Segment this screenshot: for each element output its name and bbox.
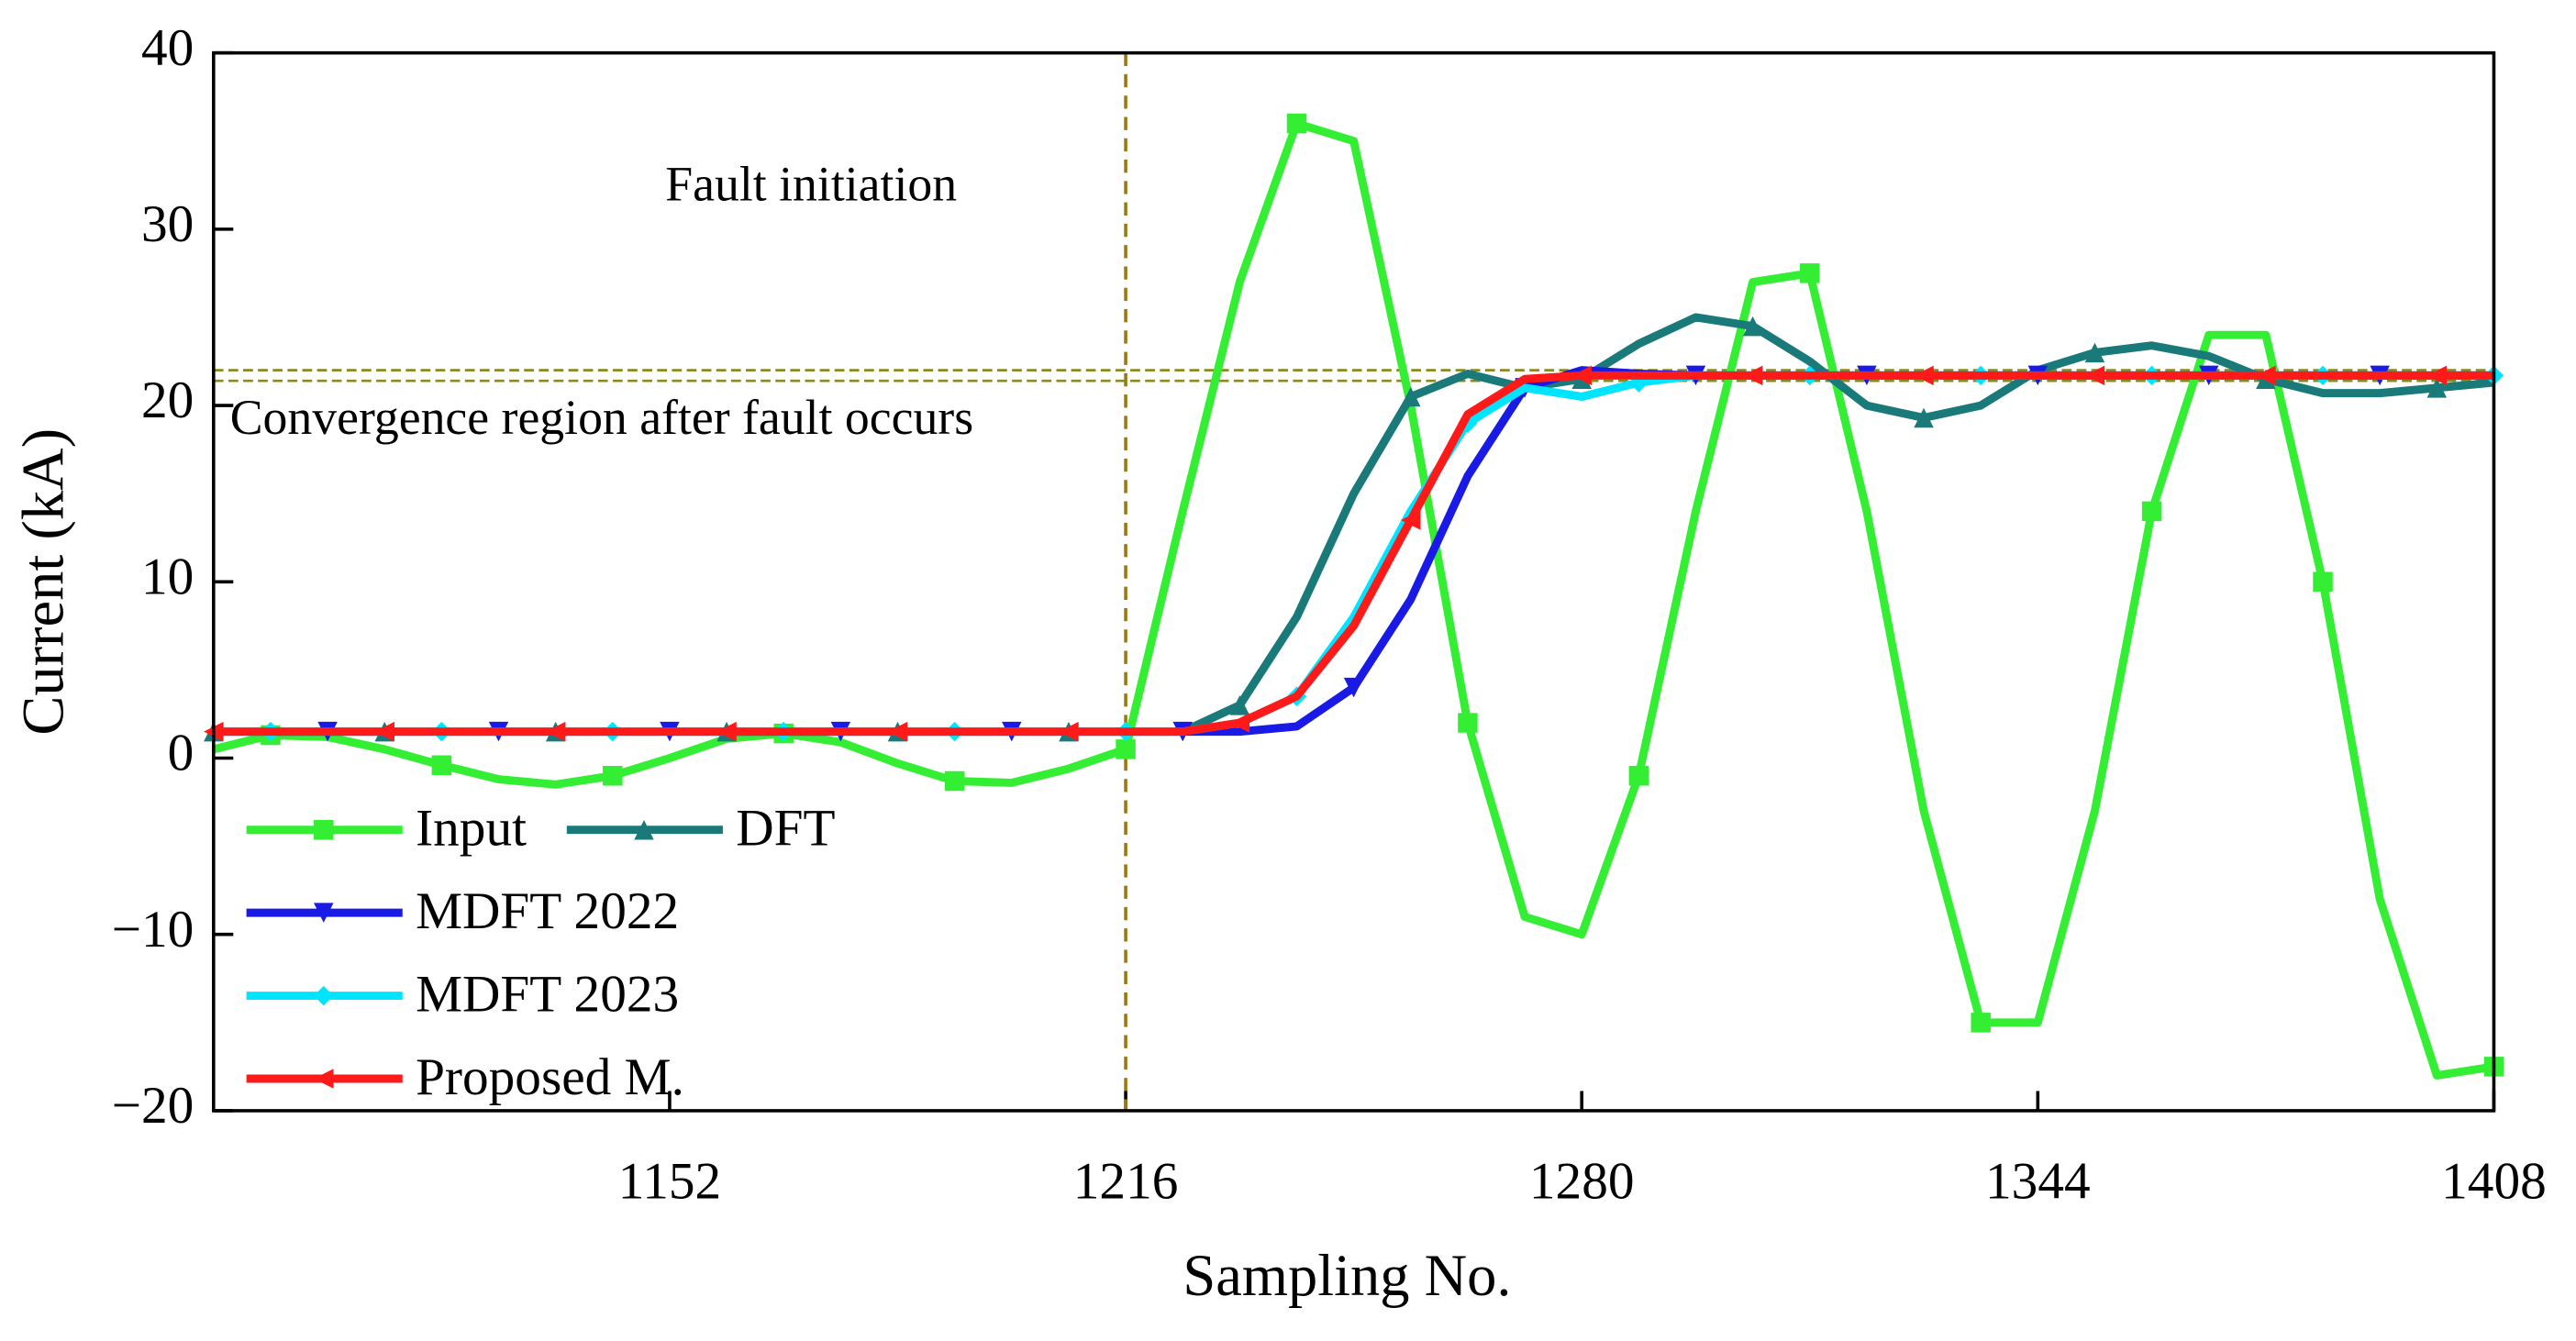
marker — [1059, 721, 1079, 742]
x-tick-label: 1152 — [618, 1152, 721, 1210]
marker — [2426, 378, 2448, 398]
marker — [2141, 501, 2162, 522]
marker — [1458, 713, 1478, 733]
marker — [887, 721, 908, 742]
marker — [1628, 765, 1649, 786]
y-tick-label: −10 — [112, 901, 194, 959]
y-tick-label: 40 — [141, 19, 194, 77]
y-tick-label: −20 — [112, 1077, 194, 1135]
marker — [2313, 571, 2333, 593]
y-tick-label: 0 — [168, 725, 194, 782]
marker — [1401, 386, 1421, 407]
marker — [1401, 510, 1421, 530]
marker — [2426, 365, 2448, 386]
marker — [314, 1069, 334, 1089]
legend-label: Input — [416, 799, 527, 857]
marker — [1914, 365, 1934, 386]
marker — [314, 985, 334, 1006]
marker — [1286, 113, 1307, 134]
marker — [545, 721, 566, 742]
marker — [314, 819, 334, 840]
legend-label: MDFT 2022 — [416, 882, 679, 940]
marker — [1229, 695, 1250, 715]
legend-label: MDFT 2023 — [416, 965, 679, 1023]
x-tick-label: 1216 — [1073, 1152, 1179, 1210]
x-tick-label: 1408 — [2441, 1152, 2547, 1210]
x-tick-label: 1280 — [1529, 1152, 1635, 1210]
marker — [634, 819, 654, 840]
marker — [431, 755, 452, 775]
marker — [1742, 365, 1763, 386]
x-axis-label: Sampling No. — [1183, 1243, 1511, 1308]
y-tick-label: 30 — [141, 195, 194, 253]
y-tick-label: 10 — [141, 548, 194, 605]
marker — [2084, 342, 2105, 363]
marker — [1343, 677, 1364, 698]
annotation: Fault initiation — [665, 157, 957, 212]
marker — [374, 721, 394, 742]
plot-frame — [212, 50, 2496, 1113]
x-tick-label: 1344 — [1985, 1152, 2091, 1210]
marker — [2084, 365, 2105, 386]
marker — [1971, 1013, 1991, 1033]
marker — [1800, 263, 1820, 283]
legend-label: DFT — [736, 799, 835, 857]
marker — [603, 765, 623, 786]
marker — [1116, 739, 1136, 759]
marker — [1742, 316, 1763, 337]
marker — [1914, 407, 1934, 428]
series-line — [213, 371, 2494, 737]
marker — [1229, 713, 1250, 733]
marker — [716, 721, 737, 742]
series-line — [212, 119, 2495, 1080]
annotation: Convergence region after fault occurs — [230, 390, 973, 445]
marker — [314, 903, 334, 923]
y-axis-label: Current (kA) — [11, 428, 76, 736]
legend-label: Proposed M. — [416, 1048, 684, 1106]
marker — [1571, 365, 1592, 386]
marker — [944, 770, 965, 792]
marker — [2256, 365, 2276, 386]
y-tick-label: 20 — [141, 371, 194, 429]
